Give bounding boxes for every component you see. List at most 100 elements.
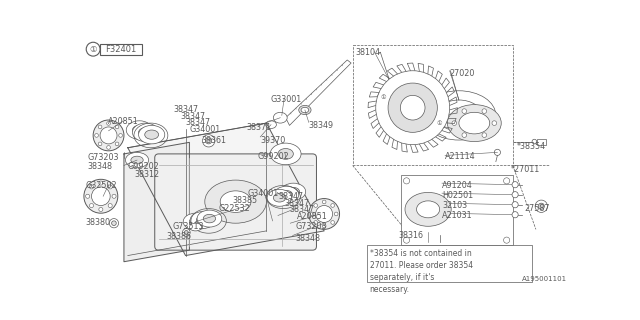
Text: A21031: A21031 [442,211,472,220]
Ellipse shape [189,217,202,226]
Ellipse shape [281,183,306,200]
Circle shape [504,178,509,184]
Circle shape [99,207,103,212]
Circle shape [403,178,410,184]
Circle shape [512,202,518,208]
Circle shape [512,192,518,198]
Ellipse shape [267,189,292,206]
Circle shape [535,200,547,212]
Circle shape [314,204,317,207]
Bar [100,44,143,55]
Ellipse shape [205,180,266,223]
Ellipse shape [190,212,215,228]
Ellipse shape [139,125,164,144]
Circle shape [118,133,122,137]
Circle shape [184,230,188,234]
Circle shape [331,220,335,224]
Text: 38361: 38361 [201,136,226,145]
Ellipse shape [196,216,209,224]
Polygon shape [285,60,351,125]
Text: G99202: G99202 [128,162,159,172]
Text: 38348: 38348 [296,234,321,243]
Ellipse shape [126,121,152,139]
Text: 38347: 38347 [180,112,205,121]
Ellipse shape [204,214,216,223]
Text: G22532: G22532 [219,204,250,213]
Circle shape [323,224,326,228]
Text: 27020: 27020 [450,69,475,78]
Circle shape [100,127,117,144]
Circle shape [532,139,537,144]
Text: G99202: G99202 [257,152,289,161]
Text: G33001: G33001 [270,95,301,104]
Text: *27011: *27011 [511,165,541,174]
Circle shape [202,135,215,147]
Circle shape [388,83,437,132]
Circle shape [115,142,119,146]
Polygon shape [128,123,324,256]
Text: 38386: 38386 [166,232,191,241]
Circle shape [108,204,112,208]
Text: 38385: 38385 [232,196,258,205]
Circle shape [84,179,118,213]
Text: *38354: *38354 [516,142,546,151]
FancyBboxPatch shape [155,154,316,250]
Ellipse shape [132,125,147,135]
Text: 38348: 38348 [88,162,113,172]
Circle shape [378,91,390,103]
Text: ①: ① [381,95,387,100]
Text: G34001: G34001 [248,188,279,197]
Bar [537,139,546,145]
Text: 27587: 27587 [524,204,550,213]
Circle shape [538,203,545,209]
Text: *38354 is not contained in
27011. Please order 38354
separately, if it's
necessa: *38354 is not contained in 27011. Please… [369,249,473,294]
Circle shape [112,194,116,198]
Circle shape [111,221,116,226]
Text: ①: ① [90,45,97,54]
Circle shape [331,204,335,207]
Text: A91204: A91204 [442,181,473,190]
Circle shape [108,185,112,189]
Circle shape [205,138,212,144]
Ellipse shape [273,194,285,202]
Ellipse shape [436,100,482,131]
Text: 38104: 38104 [355,48,380,57]
Circle shape [512,212,518,218]
Circle shape [98,125,102,129]
Ellipse shape [197,210,221,227]
Circle shape [93,120,124,151]
Circle shape [462,109,467,113]
Ellipse shape [287,188,300,196]
Text: 38347: 38347 [284,198,309,208]
Bar [401,175,513,245]
Circle shape [462,133,467,137]
Ellipse shape [266,121,276,129]
Ellipse shape [278,148,293,159]
Circle shape [452,121,456,125]
Circle shape [98,142,102,146]
Ellipse shape [405,192,451,226]
Ellipse shape [220,191,251,212]
Ellipse shape [139,128,152,137]
Circle shape [95,133,99,137]
Circle shape [90,185,93,189]
Text: 32103: 32103 [442,201,467,210]
Circle shape [403,237,410,243]
Circle shape [314,220,317,224]
Ellipse shape [301,107,308,113]
Text: ①: ① [436,121,442,125]
Text: F32401: F32401 [105,45,136,54]
Ellipse shape [447,105,501,141]
Circle shape [86,194,90,198]
Circle shape [92,187,110,205]
Text: 39370: 39370 [260,136,285,145]
Text: 38347: 38347 [289,205,315,214]
Ellipse shape [299,105,311,115]
Ellipse shape [132,123,159,141]
Circle shape [512,182,518,188]
Circle shape [310,212,314,216]
Ellipse shape [274,186,299,203]
Ellipse shape [189,223,202,231]
Circle shape [86,42,100,56]
Circle shape [182,228,190,236]
